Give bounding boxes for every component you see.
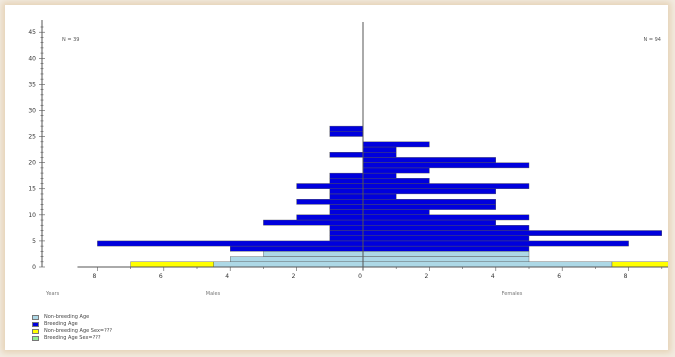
y-tick-label: 0 [32,264,36,271]
x-tick-label: 2 [424,273,428,280]
bar-females-age-0 [362,261,613,268]
bar-females-age-0 [611,261,668,268]
bar-males-age-6 [329,230,364,236]
legend-label: Breeding Age [44,321,78,327]
bar-males-age-14 [329,188,364,195]
legend-label: Non-breeding Age [44,314,90,320]
bar-females-age-11 [362,204,497,210]
bar-males-age-0 [130,261,214,268]
legend-label: Breeding Age Sex=??? [44,335,101,341]
legend-swatch [32,322,39,327]
legend: Non-breeding Age Breeding Age Non-breeding… [32,314,112,342]
bar-males-age-11 [329,204,364,210]
bar-males-age-5 [329,235,364,242]
x-tick-label: 6 [557,273,561,280]
bar-males-age-0 [213,261,364,268]
bar-males-age-15 [296,183,364,189]
bar-females-age-6 [362,230,662,236]
bar-females-age-2 [362,251,530,257]
bar-females-age-1 [362,256,530,263]
y-tick-label: 45 [28,29,36,36]
x-tick-label: 8 [92,273,96,280]
bar-males-age-4 [97,240,364,247]
x-tick-label: 2 [292,273,296,280]
bar-females-age-5 [362,235,530,242]
legend-label: Non-breeding Age Sex=??? [44,328,113,334]
bar-females-age-20 [362,157,497,163]
bar-females-age-16 [362,178,430,184]
y-tick-label: 20 [28,160,36,167]
x-tick-label: 0 [358,273,362,280]
y-tick-label: 40 [28,55,36,62]
y-tick-label: 5 [32,238,36,245]
bar-males-age-16 [329,178,364,184]
bar-males-age-8 [263,219,364,226]
bar-females-age-12 [362,198,497,205]
y-tick-label: 25 [28,134,36,141]
bar-females-age-10 [362,209,430,216]
bar-males-age-3 [229,245,364,252]
bar-males-age-9 [296,214,364,221]
y-tick-label: 35 [28,81,36,88]
bar-females-age-22 [362,146,397,153]
x-tick-label: 8 [624,273,628,280]
bar-males-age-1 [229,256,364,263]
bar-females-age-18 [362,167,430,174]
bar-females-age-23 [362,141,430,148]
bars-layer [97,125,668,268]
y-tick-label: 10 [28,212,36,219]
bar-males-age-25 [329,131,364,137]
y-tick-label: 30 [28,107,36,114]
legend-swatch [32,336,39,341]
bar-females-age-7 [362,225,530,231]
bar-females-age-15 [362,183,530,189]
bar-females-age-4 [362,240,629,247]
bar-females-age-19 [362,162,530,169]
bar-males-age-2 [263,251,364,257]
bar-males-age-13 [329,193,364,200]
legend-item: Breeding Age [32,321,112,328]
legend-item: Non-breeding Age [32,314,112,321]
male-count-label: N = 39 [62,37,79,43]
legend-swatch [32,315,39,320]
bar-males-age-26 [329,125,364,132]
bar-females-age-14 [362,188,497,195]
bar-females-age-9 [362,214,530,221]
males-label: Males [206,291,221,297]
y-tick-label: 15 [28,186,36,193]
bar-females-age-21 [362,151,397,158]
female-count-label: N = 94 [644,37,661,43]
legend-swatch [32,329,39,334]
bar-males-age-12 [296,198,364,205]
x-tick-label: 6 [159,273,163,280]
bar-males-age-7 [329,225,364,231]
bar-females-age-13 [362,193,397,200]
x-tick-label: 4 [225,273,229,280]
bar-males-age-21 [329,151,364,158]
legend-item: Breeding Age Sex=??? [32,335,112,342]
bar-males-age-10 [329,209,364,216]
chart-frame: 0 5 10 15 20 25 30 35 40 45 8 6 4 2 0 2 4 6 8 N = 39 N = 9… [5,5,668,350]
bar-males-age-17 [329,172,364,179]
x-tick-label: 4 [491,273,495,280]
bar-females-age-17 [362,172,397,179]
females-label: Females [502,291,523,297]
age-unit-label: Years [45,291,60,297]
bar-females-age-3 [362,245,530,252]
bar-females-age-8 [362,219,497,226]
legend-item: Non-breeding Age Sex=??? [32,328,112,335]
